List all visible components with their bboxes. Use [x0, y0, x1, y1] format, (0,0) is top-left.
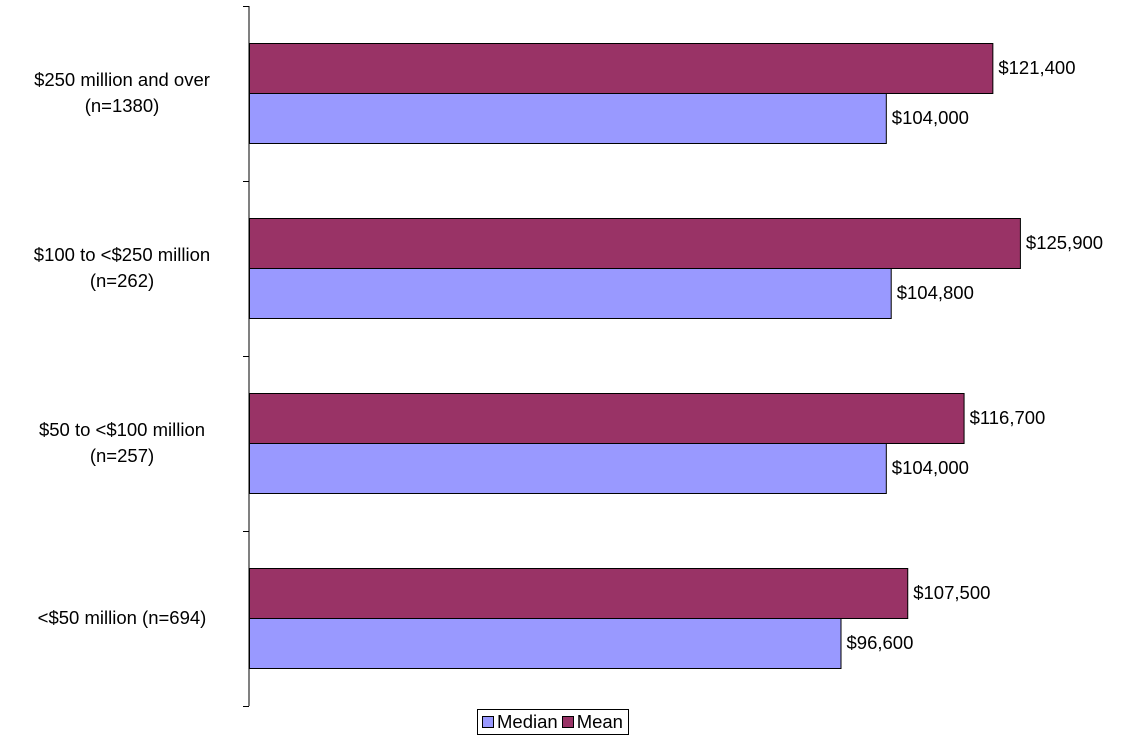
data-label-mean: $121,400: [998, 57, 1075, 78]
category-axis: [243, 6, 250, 707]
bars-group: [249, 43, 1021, 669]
category-label-line: $100 to <$250 million: [34, 244, 210, 265]
category-label: <$50 million (n=694): [38, 607, 207, 628]
data-label-mean: $107,500: [913, 582, 990, 603]
category-label-line: <$50 million (n=694): [38, 607, 207, 628]
data-label-median: $104,000: [892, 457, 969, 478]
category-label: $250 million and over (n=1380): [34, 69, 210, 116]
chart-legend: Median Mean: [477, 709, 629, 735]
bar-median: [249, 93, 887, 144]
data-label-mean: $116,700: [970, 407, 1046, 428]
bar-median: [249, 618, 842, 669]
bar-mean: [249, 393, 965, 444]
legend-item-mean: Mean: [561, 711, 623, 733]
category-label-line: $250 million and over: [34, 69, 210, 90]
category-label: $100 to <$250 million (n=262): [34, 244, 210, 291]
legend-label-median: Median: [497, 711, 558, 732]
bar-mean: [249, 218, 1021, 269]
category-label-line: (n=1380): [85, 95, 160, 116]
bar-mean: [249, 568, 909, 619]
legend-swatch-mean: [561, 716, 574, 728]
legend-swatch-median: [482, 716, 494, 728]
data-label-median: $104,800: [897, 282, 974, 303]
labels-group: $250 million and over (n=1380) $121,400 $10…: [34, 57, 1103, 653]
bar-median: [249, 268, 892, 319]
bar-median: [249, 443, 887, 494]
bar-mean: [249, 43, 994, 94]
data-label-median: $96,600: [847, 632, 914, 653]
legend-item-median: Median: [482, 711, 558, 733]
category-label-line: (n=262): [90, 270, 154, 291]
category-label: $50 to <$100 million (n=257): [39, 419, 205, 466]
data-label-median: $104,000: [892, 107, 969, 128]
data-label-mean: $125,900: [1026, 232, 1103, 253]
legend-label-mean: Mean: [576, 711, 623, 732]
category-label-line: (n=257): [90, 445, 154, 466]
category-label-line: $50 to <$100 million: [39, 419, 205, 440]
